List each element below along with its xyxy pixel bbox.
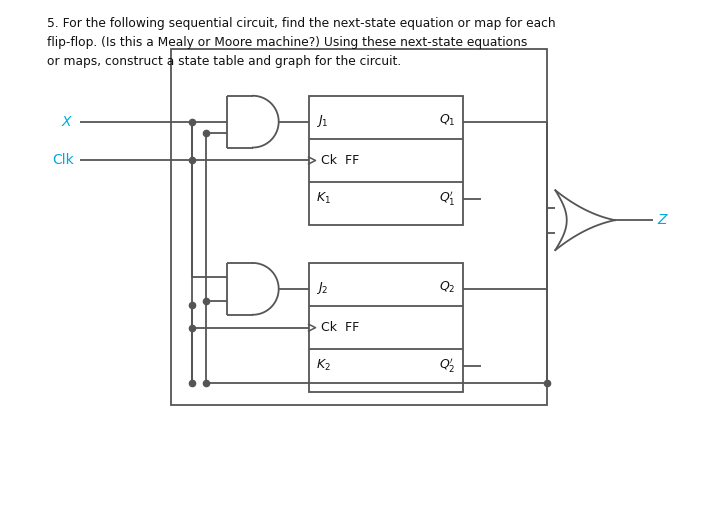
Bar — [308, 96, 463, 225]
Text: $J_2$: $J_2$ — [315, 280, 328, 296]
Text: 5. For the following sequential circuit, find the next-state equation or map for: 5. For the following sequential circuit,… — [47, 17, 555, 68]
Text: $K_2$: $K_2$ — [315, 358, 330, 373]
Text: $Q_1$: $Q_1$ — [440, 113, 456, 128]
Text: $Z$: $Z$ — [657, 213, 669, 227]
Text: $Q_2$: $Q_2$ — [440, 280, 456, 295]
Bar — [308, 263, 463, 392]
Text: Ck  FF: Ck FF — [322, 321, 360, 334]
Text: $Q_2'$: $Q_2'$ — [440, 356, 456, 375]
Text: $X$: $X$ — [61, 114, 74, 128]
Text: Clk: Clk — [52, 153, 74, 167]
Text: Ck  FF: Ck FF — [322, 154, 360, 167]
Text: $Q_1'$: $Q_1'$ — [440, 189, 456, 207]
Bar — [171, 49, 547, 405]
Text: $J_1$: $J_1$ — [315, 112, 328, 128]
Text: $K_1$: $K_1$ — [315, 191, 330, 206]
